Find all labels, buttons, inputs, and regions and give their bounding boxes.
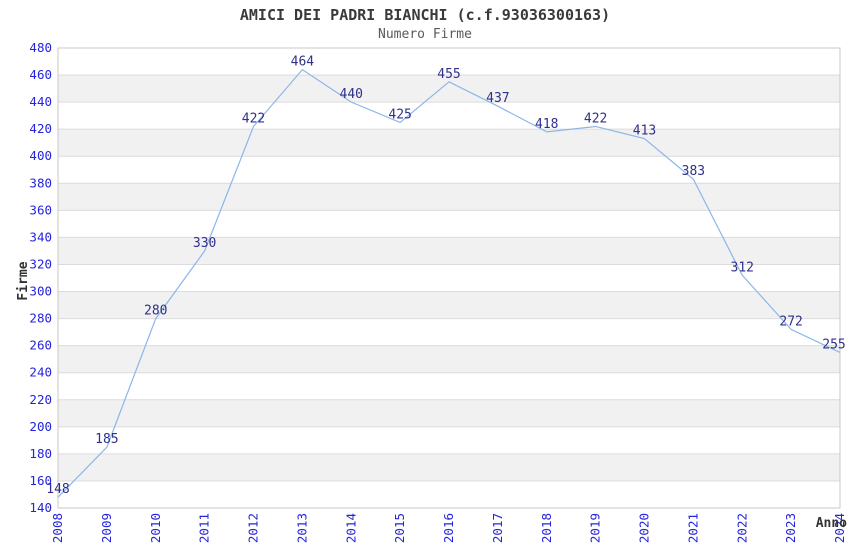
y-tick-label: 420 bbox=[29, 121, 52, 136]
data-point-label: 280 bbox=[144, 304, 167, 319]
y-tick-label: 260 bbox=[29, 338, 52, 353]
background-band bbox=[58, 102, 840, 130]
data-point-label: 413 bbox=[633, 124, 656, 139]
background-band bbox=[58, 480, 840, 508]
data-point-label: 422 bbox=[584, 111, 607, 126]
x-axis-title: Anno bbox=[816, 516, 847, 531]
y-tick-label: 440 bbox=[29, 94, 52, 109]
x-tick-label: 2023 bbox=[783, 513, 798, 543]
background-band bbox=[58, 129, 840, 157]
y-tick-label: 320 bbox=[29, 256, 52, 271]
data-point-label: 330 bbox=[193, 236, 216, 251]
y-tick-label: 280 bbox=[29, 311, 52, 326]
data-line bbox=[57, 68, 841, 498]
data-point-label: 272 bbox=[779, 314, 802, 329]
y-tick-label: 160 bbox=[29, 473, 52, 488]
y-tick-label: 300 bbox=[29, 284, 52, 299]
x-tick-label: 2012 bbox=[246, 513, 261, 543]
background-band bbox=[58, 210, 840, 238]
x-tick-label: 2011 bbox=[197, 513, 212, 543]
y-tick-label: 140 bbox=[29, 500, 52, 515]
x-tick-label: 2024 bbox=[832, 513, 847, 543]
data-point-label: 255 bbox=[822, 337, 845, 352]
x-tick-label: 2008 bbox=[50, 513, 65, 543]
y-tick-label: 400 bbox=[29, 148, 52, 163]
y-axis-title: Firme bbox=[16, 261, 31, 300]
y-tick-label: 180 bbox=[29, 446, 52, 461]
data-point-label: 418 bbox=[535, 117, 558, 132]
x-tick-label: 2022 bbox=[734, 513, 749, 543]
x-tick-label: 2018 bbox=[539, 513, 554, 543]
data-point-label: 440 bbox=[340, 87, 363, 102]
y-tick-label: 380 bbox=[29, 175, 52, 190]
y-tick-label: 460 bbox=[29, 67, 52, 82]
background-band bbox=[58, 453, 840, 481]
x-tick-label: 2013 bbox=[294, 513, 309, 543]
plot-border bbox=[57, 47, 841, 509]
y-tick-label: 240 bbox=[29, 365, 52, 380]
x-tick-label: 2016 bbox=[441, 513, 456, 543]
x-tick-label: 2019 bbox=[588, 513, 603, 543]
data-point-label: 464 bbox=[291, 55, 315, 70]
background-band bbox=[58, 372, 840, 400]
data-point-label: 455 bbox=[437, 67, 460, 82]
y-tick-label: 480 bbox=[29, 40, 52, 55]
data-point-label: 437 bbox=[486, 91, 509, 106]
x-tick-label: 2021 bbox=[685, 513, 700, 543]
x-tick-label: 2020 bbox=[637, 513, 652, 543]
background-band bbox=[58, 318, 840, 346]
background-band bbox=[58, 264, 840, 292]
y-tick-label: 220 bbox=[29, 392, 52, 407]
background-band bbox=[58, 75, 840, 103]
background-band bbox=[58, 48, 840, 76]
x-tick-label: 2009 bbox=[99, 513, 114, 543]
x-tick-label: 2010 bbox=[148, 513, 163, 543]
background-band bbox=[58, 426, 840, 454]
data-point-label: 148 bbox=[46, 482, 69, 497]
y-tick-label: 340 bbox=[29, 229, 52, 244]
data-point-label: 312 bbox=[731, 260, 754, 275]
background-band bbox=[58, 345, 840, 373]
chart-subtitle: Numero Firme bbox=[378, 27, 472, 42]
data-point-label: 425 bbox=[388, 107, 411, 122]
x-tick-label: 2015 bbox=[392, 513, 407, 543]
chart-plot-generated: 140 160 180 200 220 240 260 280 300 320 340 360 380 4… bbox=[29, 40, 847, 543]
background-band bbox=[58, 291, 840, 319]
background-band bbox=[58, 237, 840, 265]
background-band bbox=[58, 156, 840, 184]
chart-title: AMICI DEI PADRI BIANCHI (c.f.93036300163… bbox=[239, 6, 611, 24]
y-tick-label: 200 bbox=[29, 419, 52, 434]
y-tick-label: 360 bbox=[29, 202, 52, 217]
background-band bbox=[58, 183, 840, 211]
data-point-label: 422 bbox=[242, 111, 265, 126]
data-point-label: 383 bbox=[682, 164, 705, 179]
background-band bbox=[58, 399, 840, 427]
x-tick-label: 2014 bbox=[343, 513, 358, 543]
x-tick-label: 2017 bbox=[490, 513, 505, 543]
data-point-label: 185 bbox=[95, 432, 118, 447]
